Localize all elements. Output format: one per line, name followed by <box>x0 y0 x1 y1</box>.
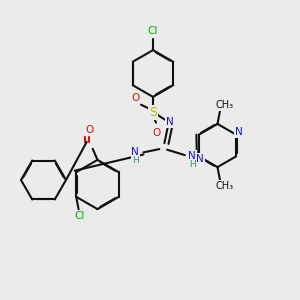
Text: H: H <box>189 160 196 169</box>
Text: CH₃: CH₃ <box>215 181 233 191</box>
Text: H: H <box>132 156 139 165</box>
Text: N: N <box>196 154 204 164</box>
Text: O: O <box>152 128 161 138</box>
Text: N: N <box>235 127 242 137</box>
Text: O: O <box>85 124 93 135</box>
Text: N: N <box>188 151 196 161</box>
Text: N: N <box>131 147 139 157</box>
Text: O: O <box>131 93 139 103</box>
Text: S: S <box>149 106 157 119</box>
Text: Cl: Cl <box>148 26 158 37</box>
Text: CH₃: CH₃ <box>215 100 233 110</box>
Text: Cl: Cl <box>74 211 84 221</box>
Text: N: N <box>166 117 174 127</box>
